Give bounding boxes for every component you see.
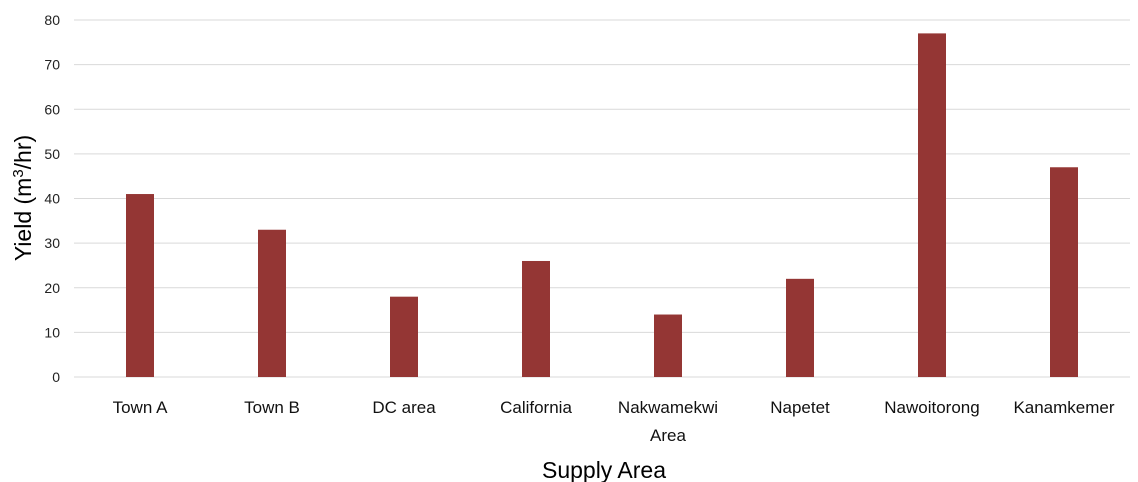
bar — [918, 33, 946, 377]
x-tick-labels: Town A Town B DC area California Nakwamekwi A… — [113, 398, 1115, 445]
x-tick-label-line: Town B — [244, 398, 300, 417]
x-axis-title: Supply Area — [542, 457, 666, 482]
y-tick-label: 40 — [44, 191, 60, 207]
x-tick-label: Nawoitorong — [884, 398, 979, 417]
bar — [390, 296, 418, 377]
x-tick-label: Nakwamekwi Area — [618, 398, 718, 445]
y-axis-title-main: Yield (m — [10, 178, 36, 262]
bars — [126, 33, 1078, 377]
gridlines — [74, 19, 1130, 378]
x-tick-label-line: Nawoitorong — [884, 398, 979, 417]
y-tick-labels: 0 10 20 30 40 50 60 70 80 — [44, 12, 60, 385]
x-tick-label-line: Napetet — [770, 398, 830, 417]
y-tick-label: 30 — [44, 235, 60, 251]
x-tick-label-line: DC area — [372, 398, 436, 417]
x-tick-label-line: California — [500, 398, 572, 417]
x-tick-label: Town B — [244, 398, 300, 417]
bar — [522, 260, 550, 377]
y-tick-label: 0 — [52, 369, 60, 385]
bar — [786, 278, 814, 377]
y-tick-label: 70 — [44, 57, 60, 73]
bar — [654, 314, 682, 377]
bar — [1050, 167, 1078, 377]
y-tick-label: 60 — [44, 101, 60, 117]
y-axis-title-superscript: 3 — [10, 169, 27, 177]
x-tick-label: Napetet — [770, 398, 830, 417]
x-tick-label-line: Kanamkemer — [1013, 398, 1114, 417]
x-tick-label: Town A — [113, 398, 168, 417]
x-tick-label-line: Town A — [113, 398, 168, 417]
x-tick-label-line: Nakwamekwi — [618, 398, 718, 417]
y-tick-label: 50 — [44, 146, 60, 162]
bar — [126, 194, 154, 377]
x-tick-label-line: Area — [650, 426, 686, 445]
x-tick-label: California — [500, 398, 572, 417]
x-tick-label: Kanamkemer — [1013, 398, 1114, 417]
y-axis-title-unit: /hr) — [10, 135, 36, 170]
y-axis-title: Yield (m3/hr) — [10, 135, 37, 261]
y-tick-label: 10 — [44, 324, 60, 340]
y-tick-label: 20 — [44, 280, 60, 296]
bar — [258, 229, 286, 377]
y-tick-label: 80 — [44, 12, 60, 28]
x-tick-label: DC area — [372, 398, 436, 417]
